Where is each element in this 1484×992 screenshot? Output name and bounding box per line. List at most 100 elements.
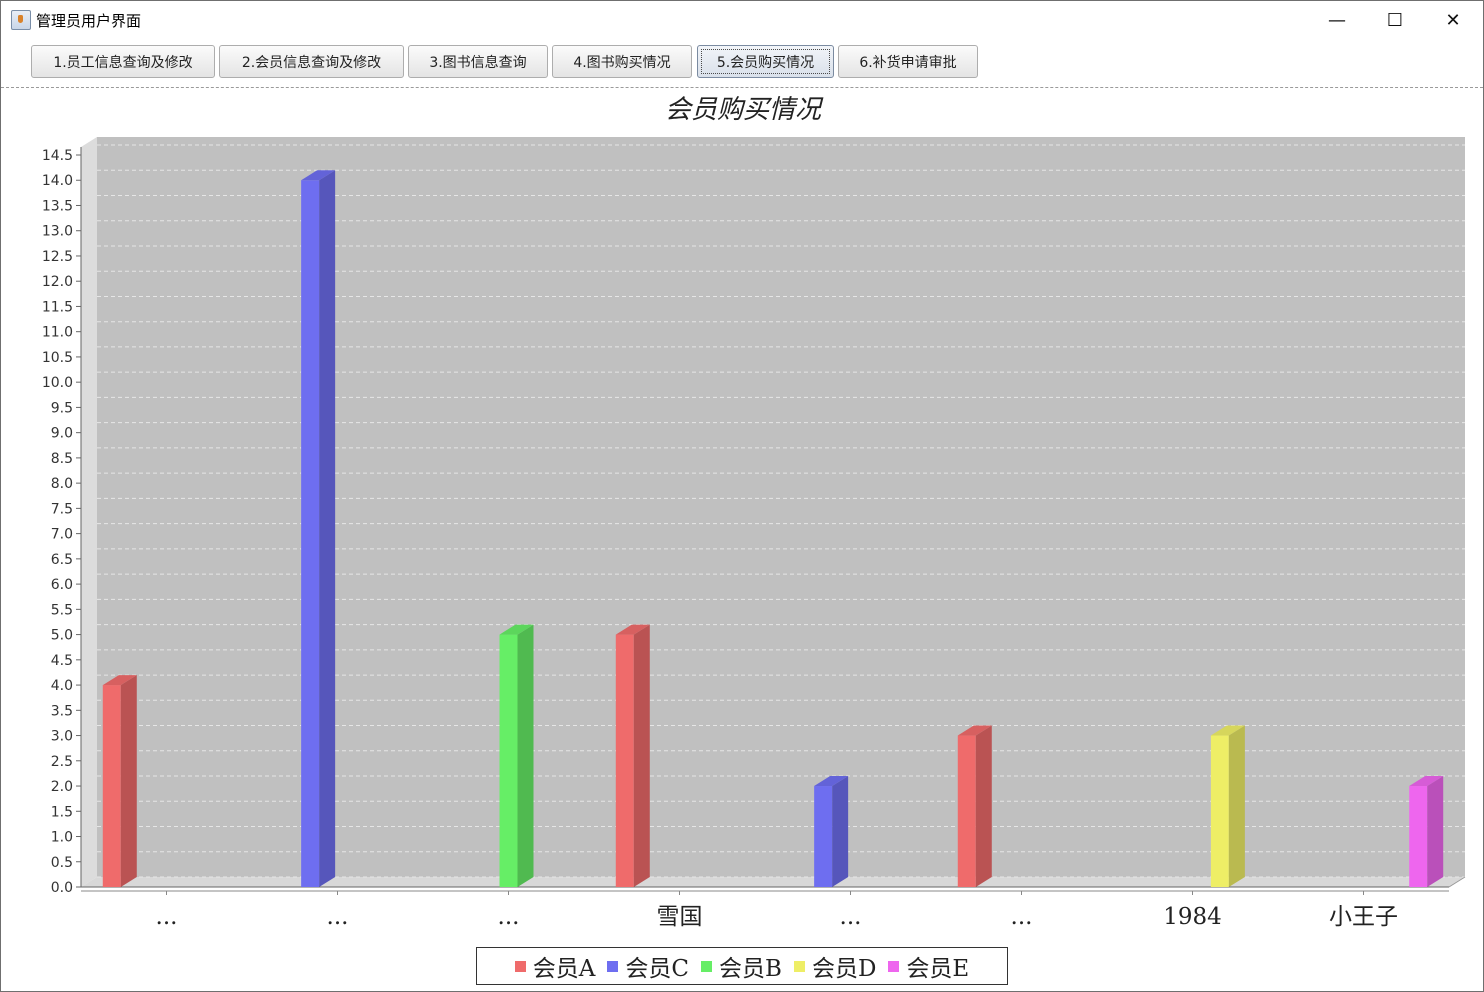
x-tick-label: ... [840, 904, 862, 930]
bar [499, 624, 534, 887]
bar-top [499, 624, 534, 635]
bar-front [1409, 786, 1428, 887]
tab-restock-approval[interactable]: 6.补货申请审批 [838, 45, 978, 78]
y-tick-label: 0.0 [51, 880, 73, 896]
tab-member-purchase[interactable]: 5.会员购买情况 [697, 45, 834, 78]
y-tick-label: 3.0 [51, 729, 73, 745]
y-tick-label: 4.0 [51, 678, 73, 694]
tab-book-info[interactable]: 3.图书信息查询 [408, 45, 548, 78]
bar [615, 624, 650, 887]
y-tick-label: 1.0 [51, 830, 73, 846]
legend-item: 会员C [607, 949, 689, 983]
y-tick-label: 11.0 [42, 325, 73, 341]
y-tick-label: 11.5 [42, 299, 73, 315]
chart-title: 会员购买情况 [664, 95, 821, 125]
x-tick-label: ... [1011, 904, 1033, 930]
legend-swatch [514, 960, 526, 972]
legend-swatch [701, 960, 713, 972]
tab-book-purchase[interactable]: 4.图书购买情况 [552, 45, 692, 78]
bar-front [1210, 735, 1229, 887]
x-tick-label: 小王子 [1329, 904, 1398, 930]
legend-item: 会员B [701, 949, 782, 983]
chart-legend: 会员A 会员C 会员B 会员D 会员E [476, 947, 1008, 985]
bar-side [832, 776, 849, 887]
bar [1409, 776, 1444, 887]
bar-side [1228, 725, 1245, 887]
bar-top [301, 170, 336, 181]
bar-top [102, 675, 137, 686]
legend-item: 会员A [514, 949, 596, 983]
plot-floor [81, 877, 1465, 887]
y-tick-label: 12.0 [42, 274, 73, 290]
bar-top [1210, 725, 1245, 736]
x-tick-label: ... [498, 904, 520, 930]
y-tick-label: 2.0 [51, 779, 73, 795]
bar [814, 776, 849, 887]
bar-front [499, 634, 518, 887]
bar-front [102, 685, 121, 887]
bar [957, 725, 992, 887]
y-tick-label: 10.0 [42, 375, 73, 391]
java-app-icon [11, 10, 31, 30]
tab-member-info[interactable]: 2.会员信息查询及修改 [219, 45, 404, 78]
bar-side [975, 725, 992, 887]
bar-top [1409, 776, 1444, 787]
legend-label: 会员B [719, 956, 782, 982]
floor-edge [1448, 876, 1466, 888]
y-tick-label: 14.0 [42, 173, 73, 189]
bar-top [615, 624, 650, 635]
legend-swatch [607, 960, 619, 972]
y-tick-label: 5.0 [51, 628, 73, 644]
bar-front [814, 786, 833, 887]
y-tick-label: 9.5 [51, 400, 73, 416]
bar-front [615, 634, 634, 887]
tab-employee-info[interactable]: 1.员工信息查询及修改 [31, 45, 215, 78]
y-tick-label: 5.5 [51, 602, 73, 618]
y-tick-label: 13.5 [42, 198, 73, 214]
y-tick-label: 8.5 [51, 451, 73, 467]
y-tick-label: 13.0 [42, 224, 73, 240]
legend-label: 会员D [811, 956, 877, 982]
y-tick-label: 2.5 [51, 754, 73, 770]
legend-swatch [793, 960, 805, 972]
bar-side [319, 170, 336, 887]
y-tick-label: 9.0 [51, 426, 73, 442]
x-tick-label: 1984 [1163, 904, 1222, 930]
y-tick-label: 3.5 [51, 703, 73, 719]
close-button[interactable]: ✕ [1445, 9, 1461, 31]
x-tick-label: 雪国 [657, 904, 703, 930]
legend-item: 会员D [793, 949, 877, 983]
bar-side [517, 624, 534, 887]
tab-toolbar: 1.员工信息查询及修改 2.会员信息查询及修改 3.图书信息查询 4.图书购买情… [1, 39, 1483, 88]
minimize-button[interactable]: — [1328, 9, 1346, 31]
bar [1210, 725, 1245, 887]
legend-label: 会员E [906, 956, 970, 982]
legend-item: 会员E [888, 949, 969, 983]
y-tick-label: 7.5 [51, 501, 73, 517]
y-tick-label: 8.0 [51, 476, 73, 492]
bar [102, 675, 137, 887]
y-tick-label: 12.5 [42, 249, 73, 265]
y-tick-label: 14.5 [42, 148, 73, 164]
maximize-button[interactable]: ☐ [1386, 9, 1404, 31]
bar-side [1427, 776, 1444, 887]
plot-left-wall [81, 137, 97, 887]
y-tick-label: 0.5 [51, 855, 73, 871]
y-tick-label: 4.5 [51, 653, 73, 669]
bar-top [957, 725, 992, 736]
bar-front [301, 180, 320, 887]
legend-label: 会员A [532, 956, 596, 982]
bar-top [814, 776, 849, 787]
bar-side [633, 624, 650, 887]
legend-label: 会员C [625, 956, 690, 982]
window-title: 管理员用户界面 [36, 12, 142, 30]
y-tick-label: 10.5 [42, 350, 73, 366]
x-tick-label: ... [327, 904, 349, 930]
bar-front [957, 735, 976, 887]
y-tick-label: 1.5 [51, 804, 73, 820]
y-tick-label: 7.0 [51, 527, 73, 543]
x-tick-label: ... [156, 904, 178, 930]
y-tick-label: 6.5 [51, 552, 73, 568]
